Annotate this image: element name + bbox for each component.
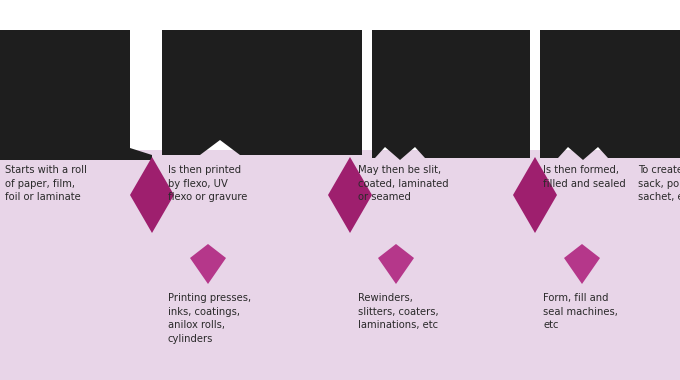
Text: Is then printed
by flexo, UV
flexo or gravure: Is then printed by flexo, UV flexo or gr…	[168, 165, 248, 202]
Text: May then be slit,
coated, laminated
or seamed: May then be slit, coated, laminated or s…	[358, 165, 449, 202]
Polygon shape	[162, 30, 362, 155]
Polygon shape	[130, 157, 174, 233]
Polygon shape	[378, 244, 414, 284]
Polygon shape	[190, 244, 226, 284]
Text: Rewinders,
slitters, coaters,
laminations, etc: Rewinders, slitters, coaters, lamination…	[358, 293, 439, 330]
Text: Is then formed,
filled and sealed: Is then formed, filled and sealed	[543, 165, 626, 188]
Polygon shape	[372, 30, 530, 160]
Text: To create a bag,
sack, pouch,
sachet, etc.: To create a bag, sack, pouch, sachet, et…	[638, 165, 680, 202]
Polygon shape	[328, 157, 372, 233]
Bar	[0, 150, 680, 380]
Polygon shape	[513, 157, 557, 233]
Text: Starts with a roll
of paper, film,
foil or laminate: Starts with a roll of paper, film, foil …	[5, 165, 87, 202]
Polygon shape	[564, 244, 600, 284]
Text: Form, fill and
seal machines,
etc: Form, fill and seal machines, etc	[543, 293, 618, 330]
Polygon shape	[620, 30, 680, 158]
Polygon shape	[540, 30, 680, 160]
Text: Printing presses,
inks, coatings,
anilox rolls,
cylinders: Printing presses, inks, coatings, anilox…	[168, 293, 251, 344]
Polygon shape	[0, 30, 152, 160]
